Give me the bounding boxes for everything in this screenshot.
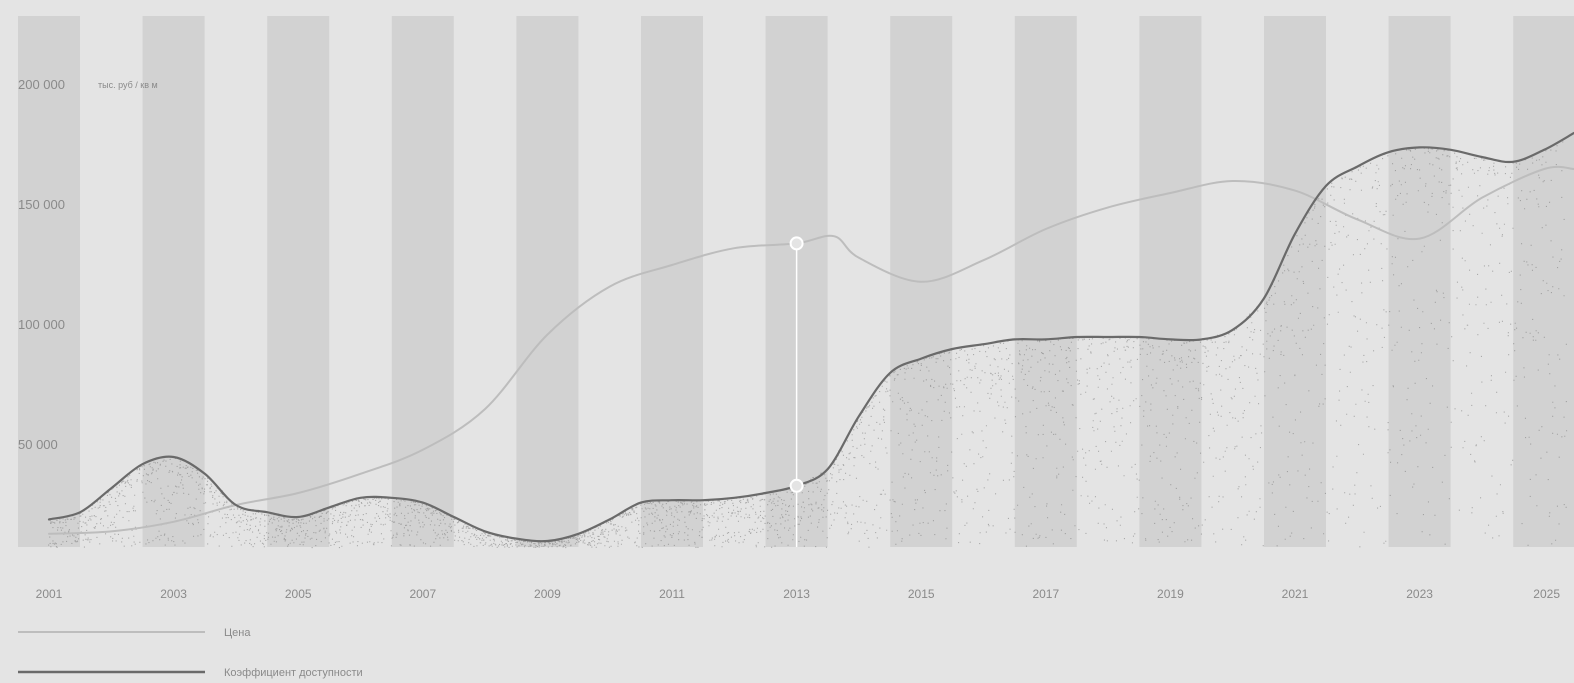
series-line-affordability <box>47 131 1574 543</box>
x-tick-label: 2011 <box>659 587 685 601</box>
y-tick-label: 100 000 <box>18 317 65 332</box>
legend: Цена Коэффициент доступности <box>18 627 363 679</box>
x-tick-label: 2015 <box>908 587 935 601</box>
x-tick-label: 2007 <box>409 587 436 601</box>
x-tick-label: 2025 <box>1533 587 1560 601</box>
x-tick-label: 2001 <box>36 587 63 601</box>
year-band <box>391 16 454 547</box>
y-axis-unit-label: тыс. руб / кв м <box>98 80 158 90</box>
x-tick-label: 2017 <box>1032 587 1059 601</box>
y-tick-label: 150 000 <box>18 197 65 212</box>
year-band <box>142 16 205 547</box>
x-axis-ticks: 2001 2003 2005 2007 2009 2011 2013 2015 2017 2019… <box>36 587 1561 601</box>
year-band <box>1264 16 1326 547</box>
y-tick-label: 200 000 <box>18 77 65 92</box>
y-tick-label: 50 000 <box>18 437 58 452</box>
year-band <box>1513 16 1574 547</box>
y-axis-ticks: 50 000 100 000 150 000 200 000 тыс. руб / кв… <box>18 77 158 452</box>
x-tick-label: 2009 <box>534 587 561 601</box>
x-tick-label: 2003 <box>160 587 187 601</box>
legend-label-affordability: Коэффициент доступности <box>224 667 363 679</box>
x-tick-label: 2023 <box>1406 587 1433 601</box>
price-marker <box>789 236 804 251</box>
x-tick-label: 2013 <box>783 587 810 601</box>
year-band <box>1139 16 1202 547</box>
year-band <box>267 16 330 547</box>
year-band <box>18 16 80 547</box>
year-band <box>1388 16 1451 547</box>
highlight-markers <box>789 236 804 547</box>
x-tick-label: 2019 <box>1157 587 1184 601</box>
x-tick-label: 2021 <box>1282 587 1309 601</box>
series-lines <box>47 131 1574 543</box>
affordability-marker <box>789 478 804 493</box>
series-line-price <box>48 165 1574 535</box>
year-band <box>641 16 703 547</box>
legend-label-price: Цена <box>224 627 251 639</box>
year-band <box>1014 16 1077 547</box>
x-tick-label: 2005 <box>285 587 312 601</box>
year-band <box>516 16 579 547</box>
